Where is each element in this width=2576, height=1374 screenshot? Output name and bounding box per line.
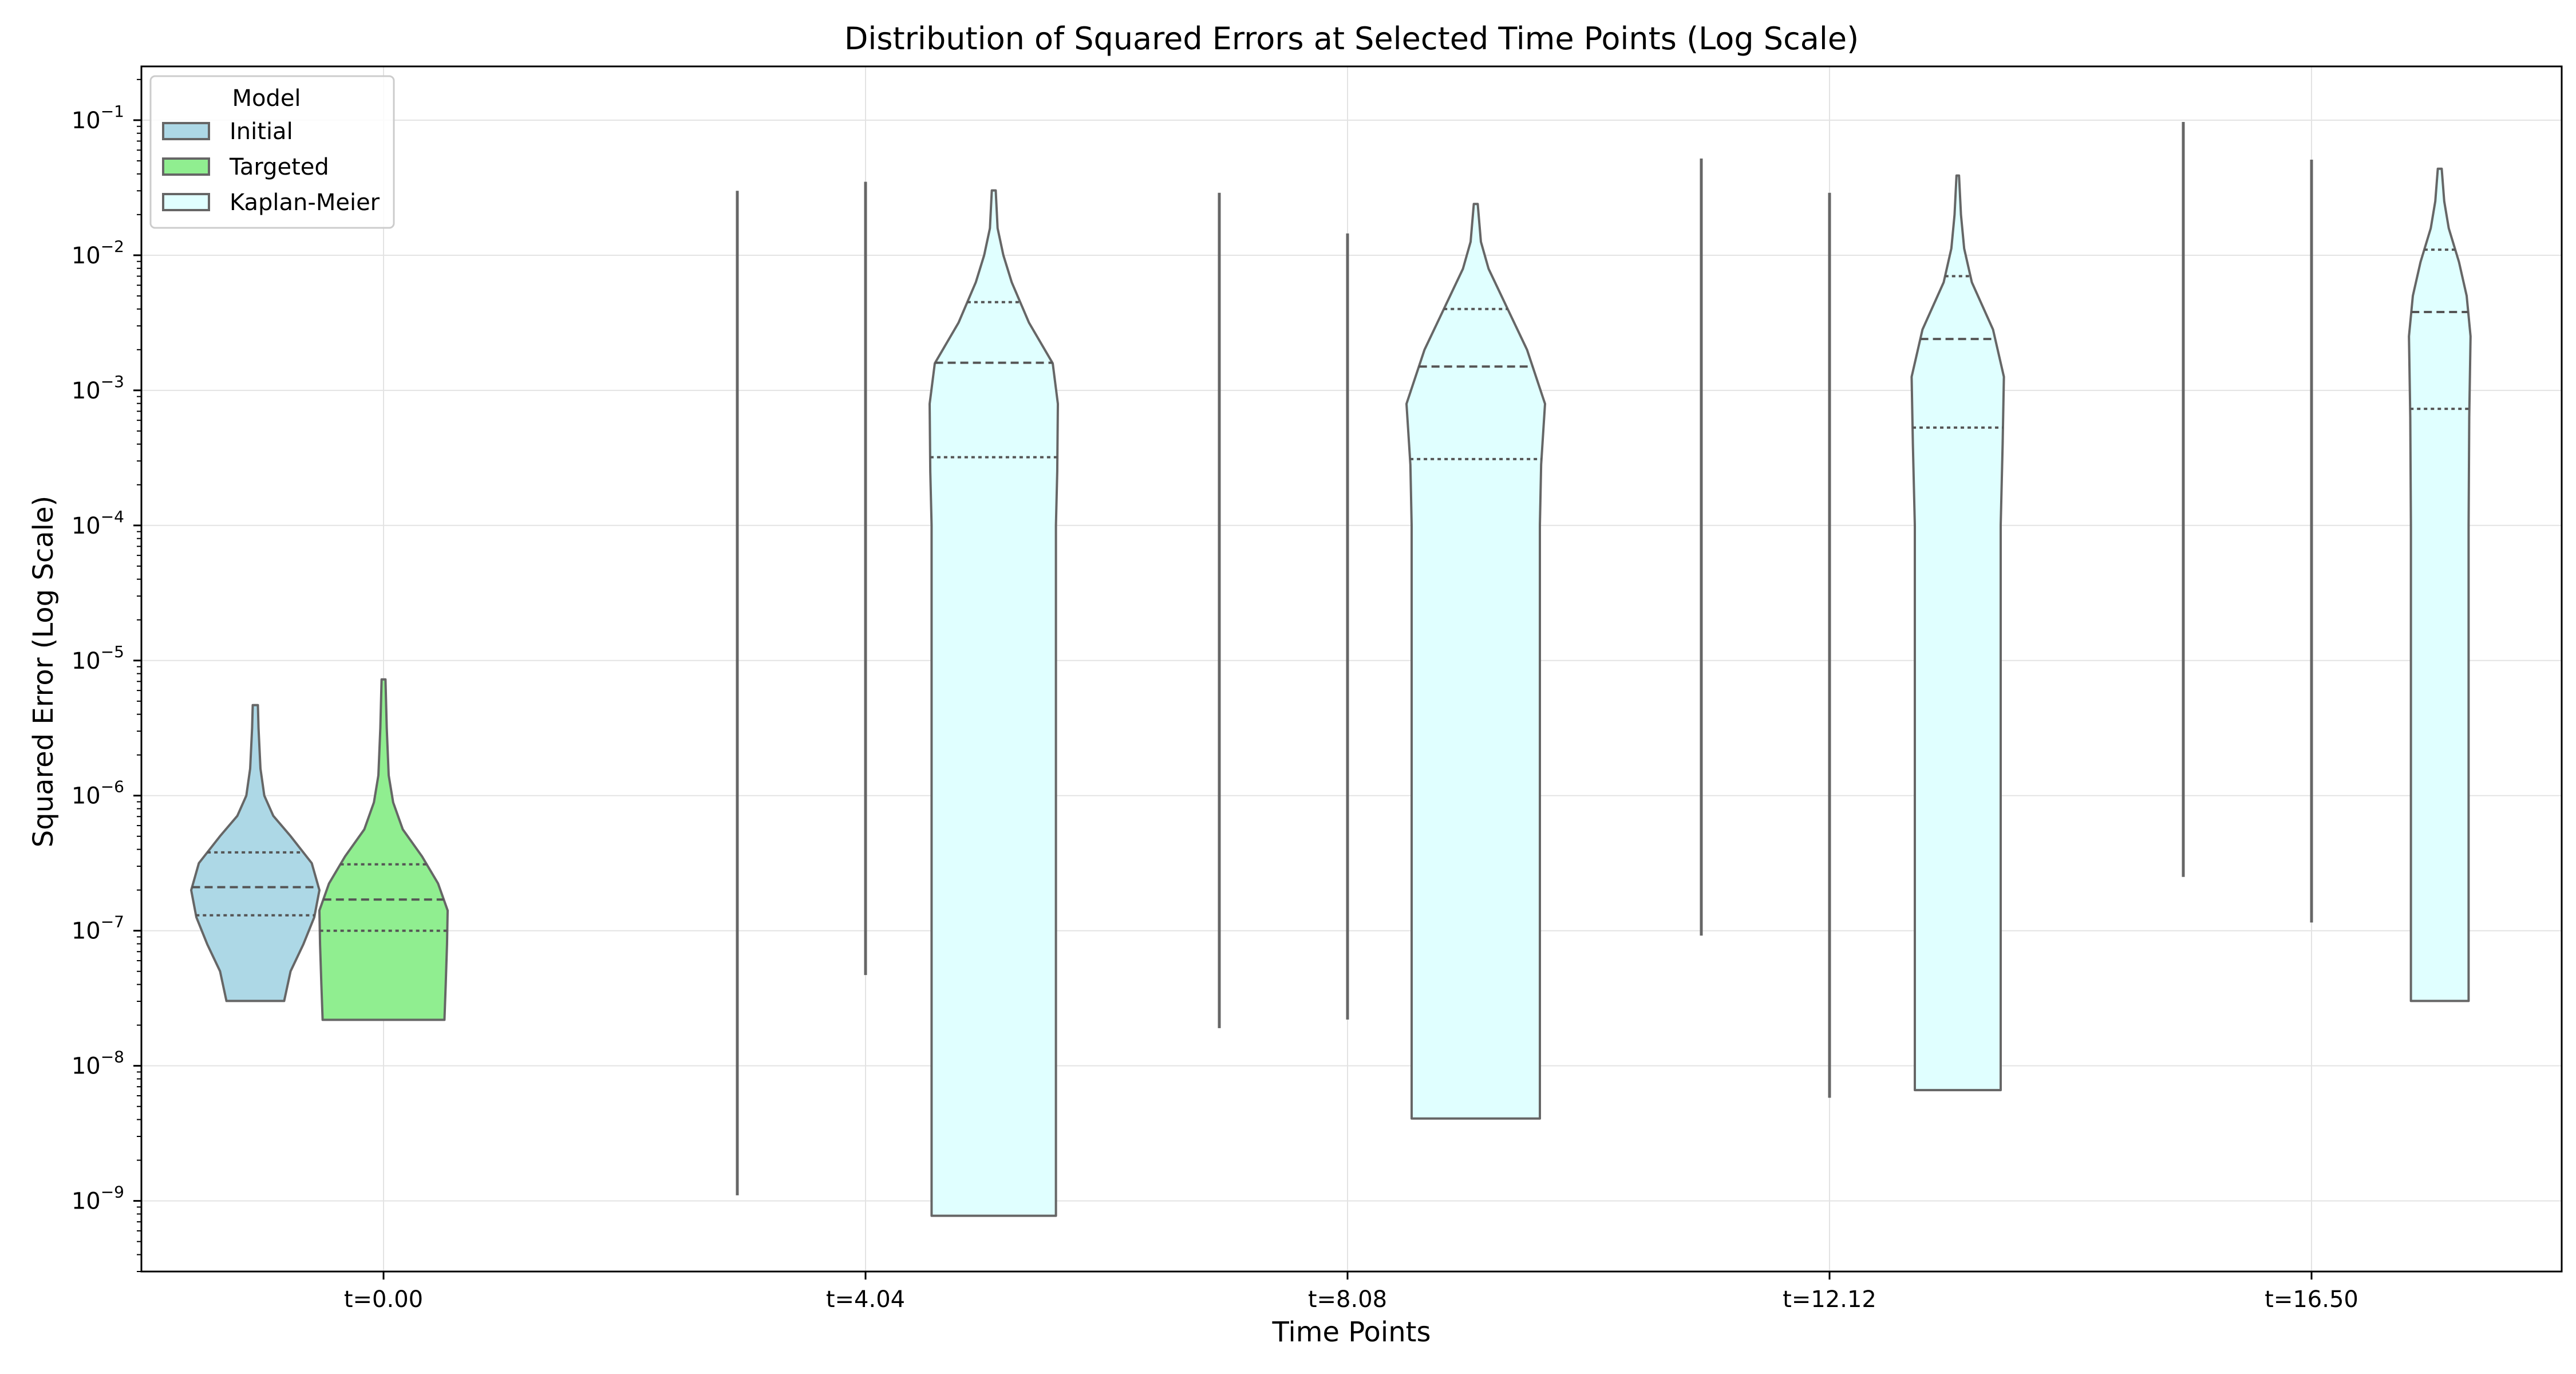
y-tick-label: 10−8 [72, 1048, 124, 1080]
y-tick-label: 10−7 [72, 913, 124, 945]
legend-title: Model [232, 85, 301, 112]
y-tick-label: 10−1 [72, 102, 124, 134]
legend-swatch [162, 157, 210, 176]
y-tick-exponent: −6 [101, 777, 124, 796]
y-tick-label: 10−2 [72, 237, 124, 269]
legend-label: Targeted [229, 154, 329, 180]
y-tick-label: 10−3 [72, 372, 124, 404]
grid-lines [141, 66, 2562, 1272]
y-tick-base: 10 [72, 243, 101, 269]
chart-title: Distribution of Squared Errors at Select… [844, 21, 1859, 57]
y-tick-exponent: −7 [101, 913, 124, 931]
y-tick-base: 10 [72, 378, 101, 404]
x-tick-label: t=16.50 [2265, 1286, 2358, 1313]
x-tick-label: t=0.00 [344, 1286, 423, 1313]
violin-body [1910, 174, 2005, 1092]
x-tick-label: t=8.08 [1308, 1286, 1387, 1313]
x-axis-label: Time Points [1272, 1316, 1431, 1348]
legend-box [149, 75, 395, 229]
y-tick-base: 10 [72, 108, 101, 134]
y-tick-base: 10 [72, 648, 101, 674]
y-tick-exponent: −2 [101, 237, 124, 256]
y-tick-base: 10 [72, 918, 101, 945]
violin-body [2408, 167, 2472, 1002]
plot-marks [190, 122, 2472, 1217]
violin-body [190, 704, 321, 1002]
legend-swatch [162, 122, 210, 140]
y-axis-label: Squared Error (Log Scale) [27, 496, 60, 848]
legend-swatch [162, 193, 210, 211]
plot-area-frame [140, 65, 2563, 1273]
axes: 10−910−810−710−610−510−410−310−210−1t=0.… [72, 78, 2358, 1313]
legend-label: Kaplan-Meier [230, 189, 380, 216]
y-tick-label: 10−9 [72, 1183, 124, 1215]
y-tick-label: 10−4 [72, 507, 124, 539]
y-tick-exponent: −3 [101, 372, 124, 391]
y-tick-base: 10 [72, 783, 101, 810]
x-tick-label: t=4.04 [826, 1286, 905, 1313]
y-tick-exponent: −4 [101, 507, 124, 526]
legend: Model Initial Targeted Kaplan-Meier [149, 75, 395, 229]
violin-body [318, 678, 449, 1021]
violin-body [929, 189, 1059, 1217]
legend-label: Initial [230, 119, 293, 145]
y-tick-label: 10−5 [72, 642, 124, 674]
y-tick-exponent: −1 [101, 102, 124, 121]
y-tick-base: 10 [72, 1189, 101, 1215]
y-tick-exponent: −8 [101, 1048, 124, 1067]
y-tick-label: 10−6 [72, 777, 124, 810]
y-tick-base: 10 [72, 513, 101, 539]
x-tick-label: t=12.12 [1783, 1286, 1876, 1313]
y-tick-base: 10 [72, 1053, 101, 1080]
violin-body [1405, 203, 1546, 1120]
y-tick-exponent: −9 [101, 1183, 124, 1202]
y-tick-exponent: −5 [101, 642, 124, 661]
